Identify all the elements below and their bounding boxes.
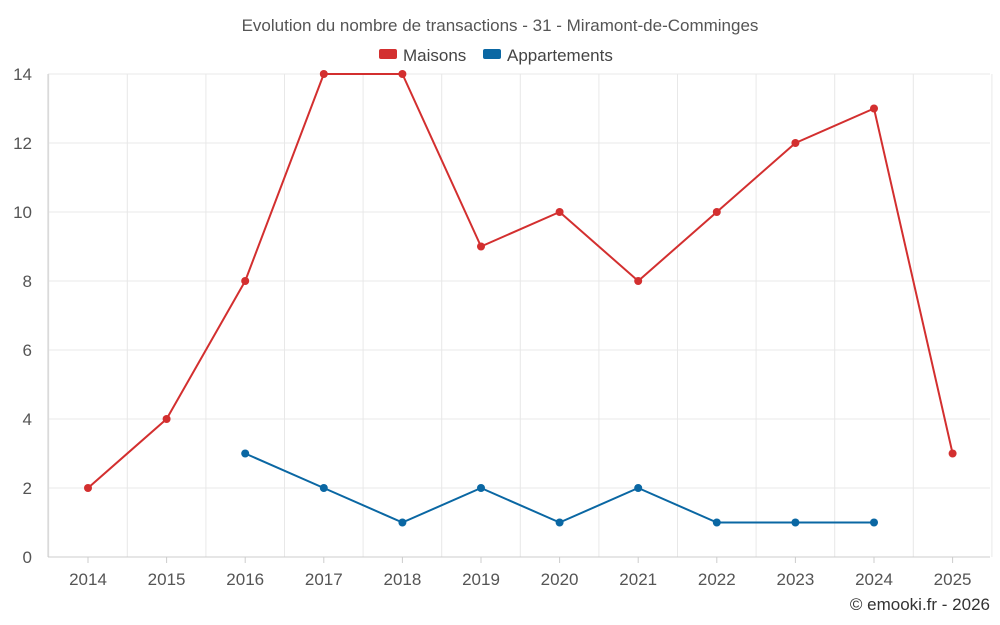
data-point-appartements <box>241 449 250 458</box>
legend-label-maisons: Maisons <box>403 46 466 65</box>
data-point-maisons <box>398 70 407 78</box>
data-point-maisons <box>555 208 564 216</box>
series-maisons <box>84 70 957 492</box>
x-tick-label: 2017 <box>305 570 343 589</box>
y-tick-label: 14 <box>13 65 32 84</box>
data-point-appartements <box>319 484 328 492</box>
data-point-maisons <box>634 277 643 285</box>
x-tick-label: 2015 <box>148 570 186 589</box>
y-tick-label: 10 <box>13 203 32 222</box>
series-appartements <box>241 449 878 527</box>
y-tick-label: 0 <box>23 548 32 567</box>
legend-item-appartements: Appartements <box>483 46 613 65</box>
legend-swatch-maisons <box>379 49 397 59</box>
x-tick-label: 2023 <box>776 570 814 589</box>
data-point-maisons <box>791 139 800 147</box>
data-point-maisons <box>319 70 328 78</box>
data-point-maisons <box>241 277 250 285</box>
x-tick-label: 2022 <box>698 570 736 589</box>
x-tick-label: 2020 <box>541 570 579 589</box>
data-point-maisons <box>162 415 171 423</box>
grid <box>48 73 993 557</box>
y-tick-label: 2 <box>23 479 32 498</box>
legend-swatch-appartements <box>483 49 501 59</box>
data-point-appartements <box>791 518 800 527</box>
series-line-maisons <box>87 73 954 489</box>
x-tick-label: 2018 <box>383 570 421 589</box>
data-point-appartements <box>634 484 643 492</box>
x-tick-label: 2024 <box>855 570 893 589</box>
y-tick-label: 12 <box>13 134 32 153</box>
credit: © emooki.fr - 2026 <box>850 595 990 614</box>
series <box>84 70 957 527</box>
data-point-appartements <box>870 518 878 527</box>
chart-title: Evolution du nombre de transactions - 31… <box>242 16 759 35</box>
data-point-maisons <box>948 449 957 458</box>
data-point-maisons <box>477 242 485 251</box>
legend-label-appartements: Appartements <box>507 46 613 65</box>
data-point-appartements <box>398 518 407 527</box>
y-tick-label: 4 <box>23 410 32 429</box>
y-tick-label: 8 <box>23 272 32 291</box>
axes: 0 2 4 6 8 10 12 14 2014 2015 2016 2017 2018 2019 2020 2… <box>13 65 990 589</box>
data-point-maisons <box>712 208 721 216</box>
x-tick-label: 2021 <box>619 570 657 589</box>
x-tick-label: 2016 <box>226 570 264 589</box>
data-point-appartements <box>555 518 564 527</box>
legend-item-maisons: Maisons <box>379 46 466 65</box>
data-point-appartements <box>477 484 485 492</box>
legend: Maisons Appartements <box>379 46 613 65</box>
data-point-appartements <box>712 518 721 527</box>
data-point-maisons <box>870 104 878 113</box>
data-point-maisons <box>84 484 92 492</box>
x-tick-label: 2019 <box>462 570 500 589</box>
x-tick-label: 2025 <box>934 570 972 589</box>
x-tick-label: 2014 <box>69 570 107 589</box>
y-tick-label: 6 <box>23 341 32 360</box>
